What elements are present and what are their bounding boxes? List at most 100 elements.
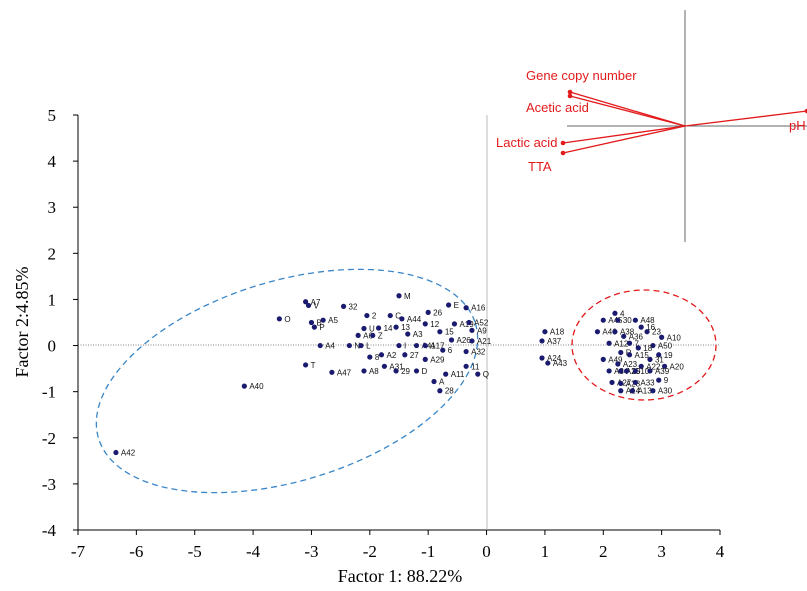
data-point — [448, 337, 455, 343]
data-point — [308, 319, 315, 326]
point-label: A21 — [477, 337, 492, 346]
loading-vector-label: Acetic acid — [526, 100, 589, 115]
point-label: A38 — [620, 328, 635, 337]
point-label: A29 — [430, 355, 445, 364]
point-label: A5 — [328, 316, 338, 325]
data-point — [612, 329, 618, 335]
loading-vector-line — [562, 125, 686, 144]
data-point — [656, 377, 662, 383]
data-point — [413, 342, 420, 349]
point-label: A8 — [369, 367, 379, 376]
y-tick-label: 3 — [48, 198, 57, 217]
data-point — [626, 340, 633, 346]
data-point — [340, 303, 347, 309]
data-point — [624, 368, 630, 374]
data-point — [539, 338, 545, 344]
data-point — [612, 310, 618, 316]
point-label: Q — [483, 370, 489, 379]
data-point — [542, 329, 548, 335]
data-point — [422, 342, 428, 349]
data-point — [320, 317, 326, 323]
point-label: 2 — [372, 312, 377, 321]
data-point — [606, 368, 612, 374]
x-tick-label: -6 — [129, 542, 143, 561]
x-tick-label: -7 — [71, 542, 86, 561]
point-label: A46 — [602, 328, 617, 337]
loading-vector-line — [562, 125, 686, 154]
point-label: A17 — [430, 342, 445, 351]
y-tick-label: 1 — [48, 290, 57, 309]
point-label: A19 — [459, 320, 474, 329]
data-point — [375, 325, 382, 331]
point-label: A31 — [389, 362, 404, 371]
x-tick-label: 1 — [541, 542, 550, 561]
data-point — [440, 347, 446, 353]
data-point — [644, 329, 650, 335]
point-label: 15 — [445, 328, 454, 337]
point-label: A6 — [363, 331, 373, 340]
data-point — [437, 329, 443, 335]
loading-vector-tip — [560, 150, 566, 156]
point-label: A47 — [337, 368, 352, 377]
data-point — [615, 361, 621, 367]
data-point — [361, 325, 367, 332]
point-label: A2 — [386, 351, 396, 360]
data-point — [647, 368, 653, 374]
data-point — [618, 388, 624, 394]
data-point — [422, 356, 428, 362]
point-label: 9 — [664, 376, 669, 385]
data-point — [303, 299, 309, 305]
point-label: P — [319, 323, 324, 332]
point-label: B — [316, 319, 321, 328]
point-label: A39 — [655, 367, 670, 376]
point-label: A16 — [471, 304, 486, 313]
loading-vector-label: Gene copy number — [526, 68, 637, 83]
data-point — [437, 388, 443, 394]
data-point — [647, 356, 653, 362]
data-point — [606, 340, 612, 346]
data-point — [463, 348, 469, 355]
data-point — [463, 363, 469, 369]
point-label: A27 — [617, 378, 632, 387]
point-label: 28 — [445, 387, 454, 396]
data-point — [632, 368, 638, 374]
data-point — [629, 388, 636, 394]
point-label: A13 — [637, 387, 652, 396]
point-label: A37 — [547, 337, 562, 346]
data-point — [545, 360, 551, 366]
y-tick-label: -4 — [42, 521, 57, 540]
data-point — [659, 334, 665, 340]
point-label: U — [369, 324, 375, 333]
y-tick-label: -2 — [42, 429, 56, 448]
data-point — [609, 379, 615, 386]
data-point — [355, 332, 361, 339]
data-point — [358, 342, 364, 349]
data-point — [381, 363, 388, 369]
point-label: A52 — [474, 319, 489, 328]
point-label: O — [284, 315, 290, 324]
point-label: V — [314, 301, 320, 310]
loading-vector-tip — [567, 89, 573, 95]
point-label: I — [404, 342, 406, 351]
data-point — [632, 379, 638, 386]
point-label: A50 — [658, 342, 673, 351]
y-tick-label: -1 — [42, 383, 56, 402]
data-point — [618, 380, 624, 386]
data-point — [446, 302, 452, 308]
loading-vector-label: Lactic acid — [496, 135, 557, 150]
data-point — [661, 363, 668, 369]
data-point — [656, 352, 662, 358]
point-label: 32 — [349, 302, 358, 311]
point-label: M — [404, 292, 411, 301]
data-point — [618, 349, 624, 356]
point-label: A — [439, 378, 445, 387]
data-point — [113, 449, 119, 456]
y-axis-title: Factor 2:4.85% — [12, 267, 32, 378]
data-point — [311, 324, 317, 330]
data-point — [387, 312, 393, 319]
data-point — [241, 383, 247, 389]
data-point — [451, 321, 458, 327]
data-point — [396, 293, 402, 299]
point-label: T — [311, 361, 316, 370]
